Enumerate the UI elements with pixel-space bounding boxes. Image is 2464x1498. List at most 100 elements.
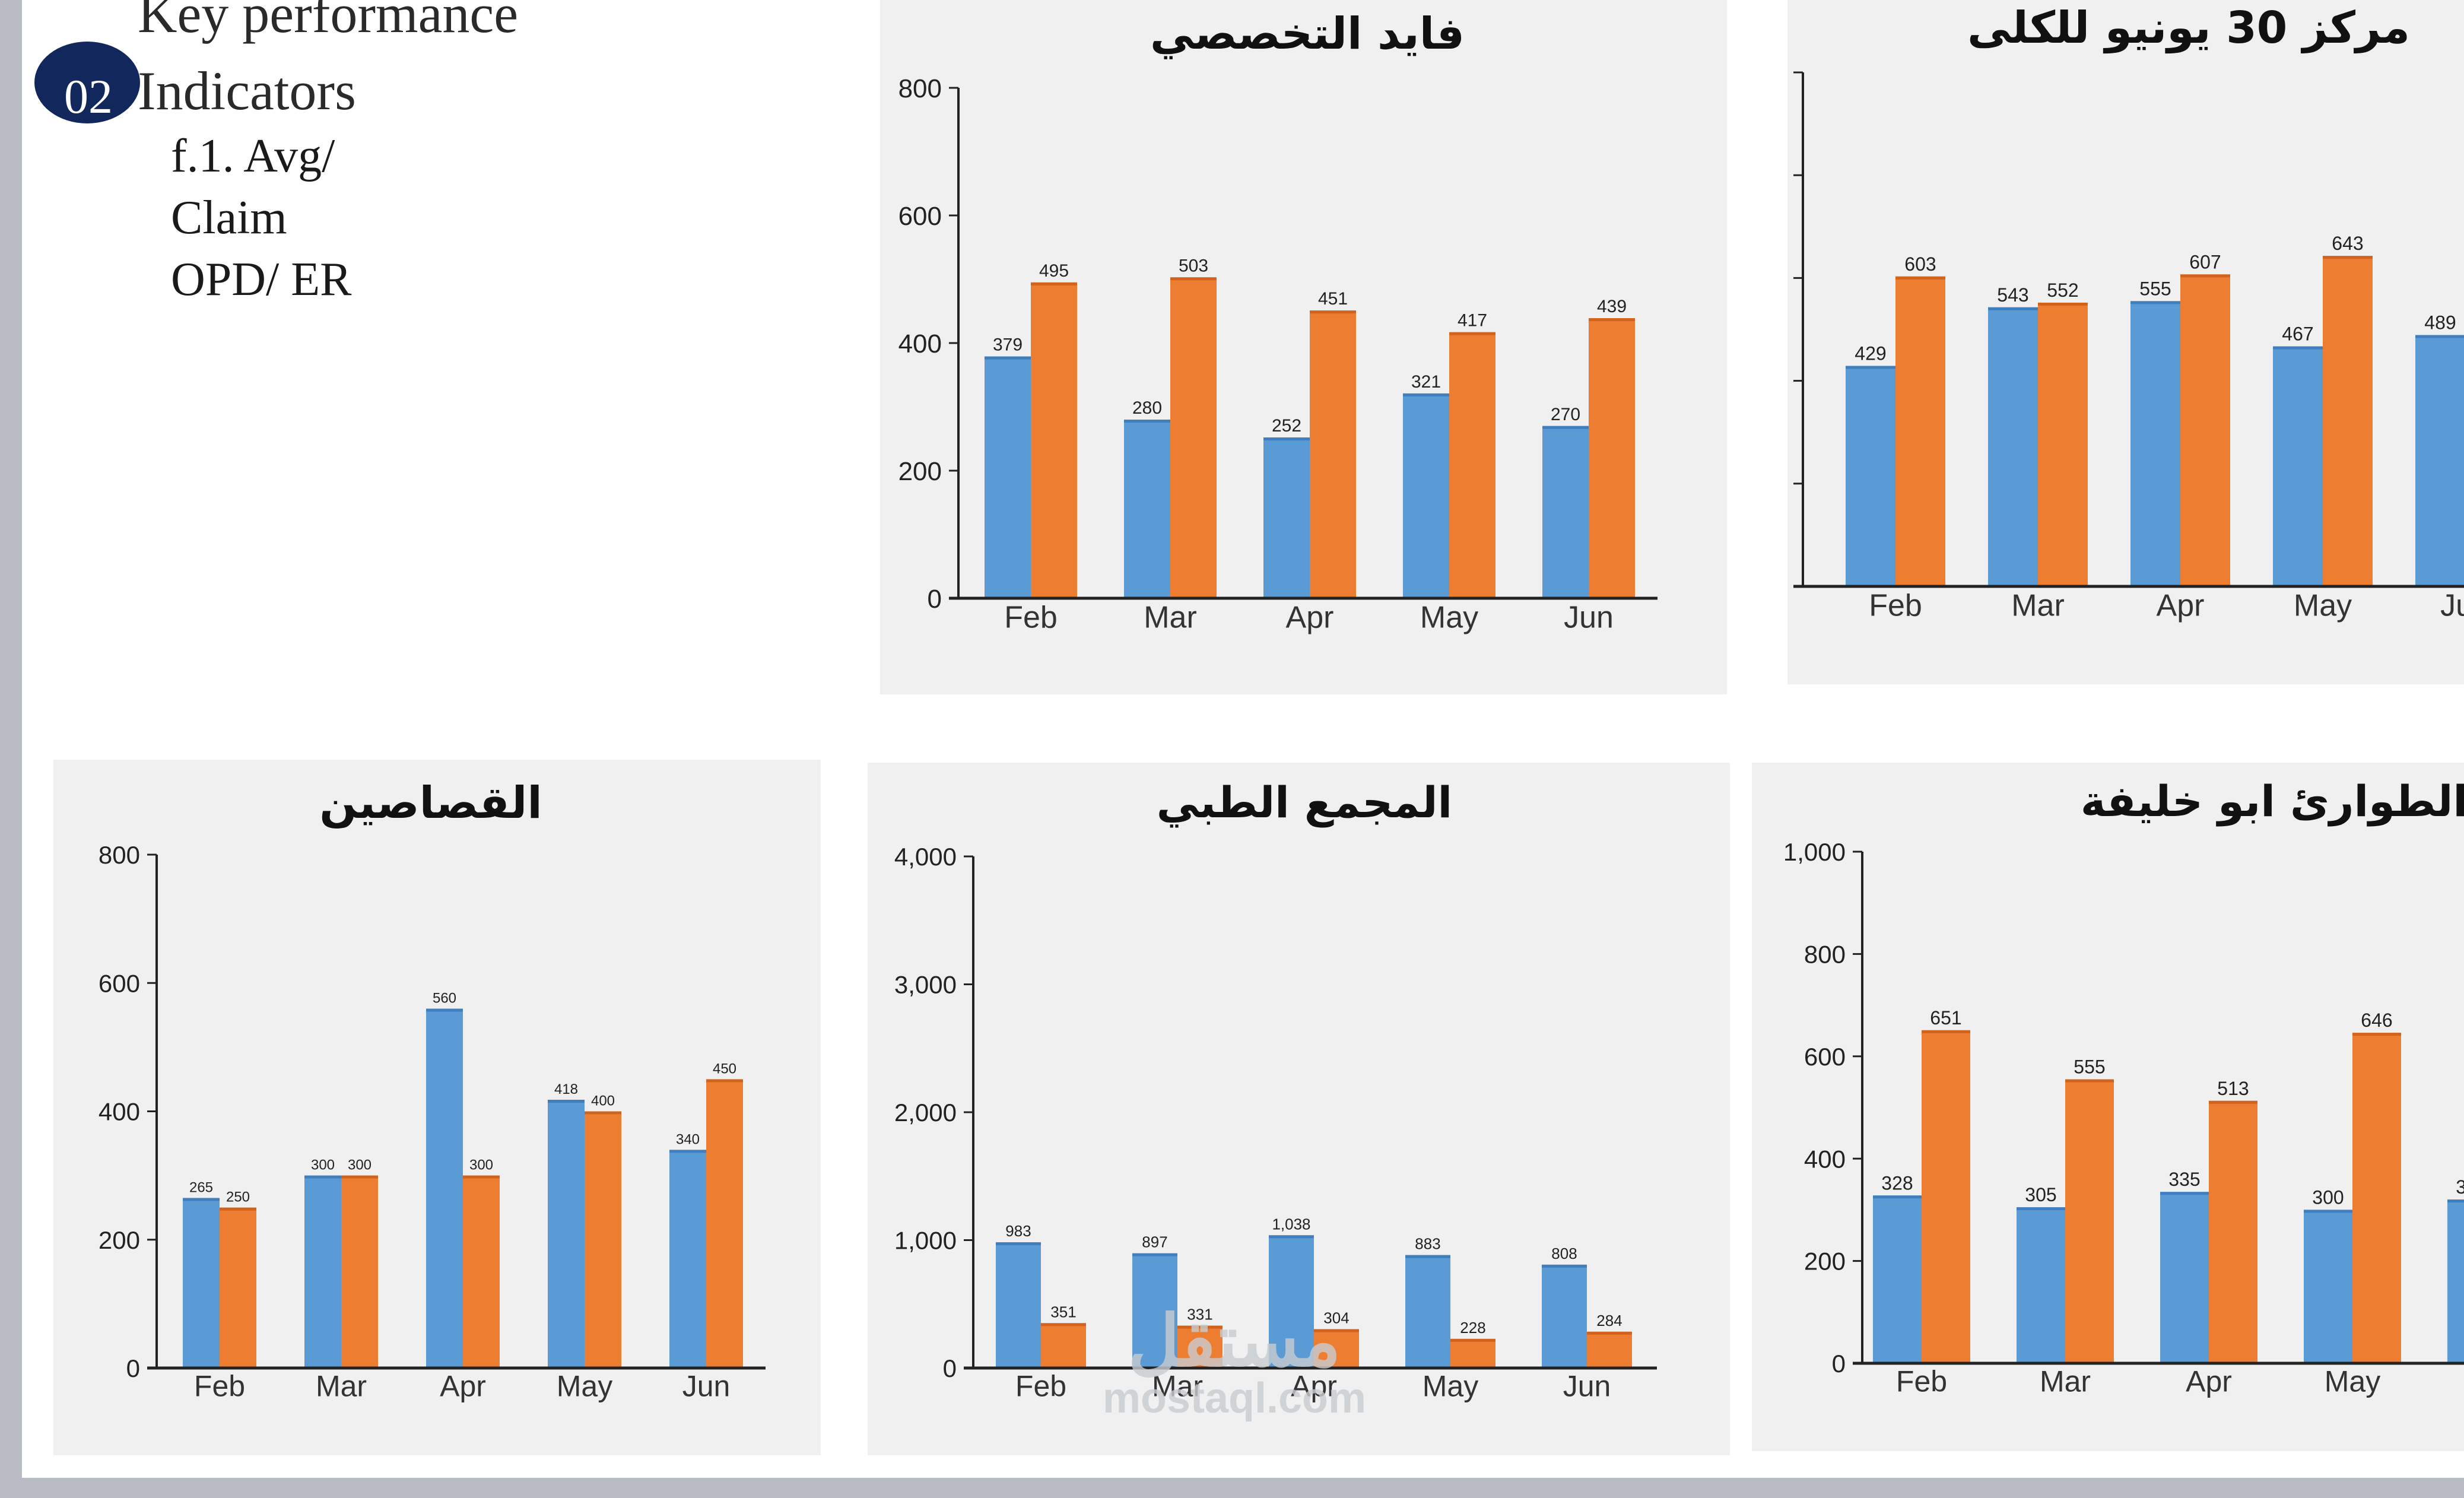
bar-orange — [1922, 1030, 1970, 1363]
bar-blue — [996, 1242, 1041, 1368]
chart-fayed: فايد التخصصي 0 200 400 600 800 379 495 Feb 280 503… — [880, 0, 1727, 694]
bar-top-edge — [1314, 1329, 1359, 1332]
y-tick-label: 200 — [99, 1226, 140, 1254]
chart-abu-khalifa-emergency: الطوارئ ابو خليفة 0 200 400 600 800 1,000 328 65… — [1752, 763, 2464, 1451]
data-label: 270 — [1551, 405, 1580, 424]
bar-blue — [2447, 1199, 2464, 1363]
bar-blue — [1124, 420, 1170, 598]
x-tick-label: Feb — [1015, 1370, 1066, 1403]
x-tick-label: May — [557, 1370, 612, 1403]
bar-blue — [1132, 1253, 1177, 1368]
bar-blue — [2304, 1210, 2352, 1363]
data-label: 808 — [1551, 1245, 1577, 1262]
bar-orange — [1589, 318, 1635, 598]
bar-blue — [183, 1198, 220, 1368]
chart-title: القصاصين — [319, 777, 542, 829]
subtitle-line-2: Claim — [171, 192, 287, 244]
y-tick-label: 0 — [1832, 1350, 1846, 1378]
section-number: 02 — [64, 69, 113, 123]
bar-top-edge — [1263, 437, 1310, 441]
bar-blue — [2017, 1207, 2065, 1363]
bar-top-edge — [1031, 282, 1077, 285]
bar-orange — [1314, 1329, 1359, 1368]
x-tick-label: May — [1420, 600, 1478, 634]
section-number-badge: 02 — [34, 42, 140, 123]
bar-orange — [2209, 1100, 2257, 1363]
data-label: 417 — [1458, 311, 1487, 331]
data-label: 321 — [1411, 372, 1441, 392]
bar-top-edge — [2415, 335, 2464, 338]
bar-orange — [1449, 332, 1495, 598]
bar-top-edge — [1873, 1195, 1922, 1199]
bar-top-edge — [1124, 420, 1170, 423]
data-label: 897 — [1142, 1233, 1167, 1251]
bar-top-edge — [1542, 1264, 1587, 1268]
bar-top-edge — [669, 1150, 706, 1153]
data-label: 467 — [2282, 323, 2313, 345]
bar-top-edge — [341, 1175, 378, 1179]
bar-blue — [548, 1100, 585, 1368]
bar-blue — [2160, 1192, 2209, 1363]
y-tick-label: 400 — [1804, 1145, 1846, 1173]
x-tick-label: Feb — [1004, 600, 1058, 634]
data-label: 265 — [189, 1179, 213, 1195]
bar-top-edge — [1542, 426, 1589, 429]
bar-blue — [1542, 426, 1589, 598]
bar-top-edge — [1988, 307, 2038, 310]
x-tick-label: Jun — [1563, 1370, 1611, 1403]
data-label: 552 — [2047, 280, 2078, 301]
x-tick-label: Feb — [1869, 588, 1922, 623]
data-label: 305 — [2025, 1184, 2056, 1205]
bar-orange — [1031, 282, 1077, 598]
data-label: 555 — [2139, 278, 2171, 299]
chart-svg: القصاصين 0 200 400 600 800 265 250 Feb 300 300 Mar 5… — [53, 760, 821, 1455]
data-label: 300 — [311, 1157, 335, 1173]
bar-top-edge — [426, 1008, 463, 1012]
bar-blue — [1542, 1264, 1587, 1368]
data-label: 300 — [469, 1157, 493, 1173]
bar-top-edge — [183, 1198, 220, 1201]
data-label: 429 — [1855, 342, 1886, 364]
bar-top-edge — [1405, 1255, 1450, 1258]
bar-top-edge — [1403, 393, 1449, 396]
bar-blue — [2273, 346, 2323, 586]
x-tick-label: Mar — [2011, 588, 2065, 623]
bar-orange — [1895, 276, 1945, 586]
bar-orange — [1041, 1323, 1086, 1368]
data-label: 284 — [1596, 1312, 1622, 1329]
bar-blue — [1263, 437, 1310, 598]
y-tick-label: 800 — [99, 841, 140, 869]
x-tick-label: Apr — [1291, 1370, 1337, 1403]
bar-orange — [2323, 256, 2373, 586]
bar-top-edge — [2017, 1207, 2065, 1211]
y-tick-label: 0 — [943, 1354, 957, 1382]
data-label: 489 — [2424, 312, 2456, 334]
data-label: 646 — [2361, 1010, 2392, 1031]
y-tick-label: 4,000 — [894, 843, 957, 871]
bar-top-edge — [2304, 1210, 2352, 1213]
y-tick-label: 800 — [1804, 941, 1846, 969]
watermark-latin: mostaql.com — [1102, 1375, 1367, 1422]
bar-orange — [1450, 1338, 1495, 1368]
bar-top-edge — [2209, 1100, 2257, 1104]
y-tick-label: 3,000 — [894, 971, 957, 999]
y-tick-label: 200 — [1804, 1248, 1846, 1275]
bar-orange — [2180, 274, 2230, 586]
data-label: 340 — [676, 1131, 700, 1147]
x-tick-label: Jun — [682, 1370, 731, 1403]
x-tick-label: Apr — [2157, 588, 2205, 623]
bar-top-edge — [1310, 310, 1356, 314]
x-tick-label: Feb — [194, 1370, 245, 1403]
data-label: 439 — [1597, 297, 1627, 316]
data-label: 331 — [1187, 1306, 1212, 1324]
bar-orange — [220, 1207, 256, 1368]
kpi-title-line-1: Key performance — [138, 0, 519, 44]
data-label: 280 — [1132, 398, 1162, 418]
bar-top-edge — [1450, 1338, 1495, 1342]
bottom-edge-bar — [0, 1478, 2464, 1498]
bar-orange — [1170, 277, 1217, 598]
x-tick-label: May — [1422, 1370, 1478, 1403]
chart-svg: الطوارئ ابو خليفة 0 200 400 600 800 1,000 328 65… — [1752, 763, 2464, 1451]
bar-top-edge — [2130, 301, 2180, 304]
bar-top-edge — [1589, 318, 1635, 322]
